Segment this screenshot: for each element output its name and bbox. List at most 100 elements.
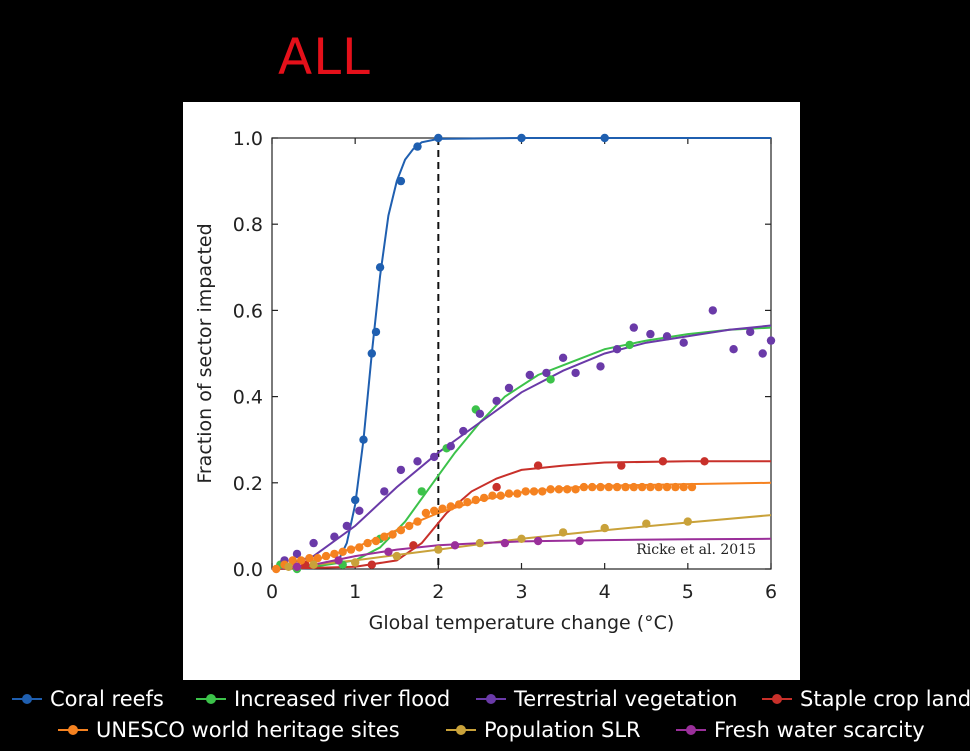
legend-marker [476,692,506,706]
point-unesco-world-heritage-sites [396,526,406,535]
point-terrestrial-vegetation [330,532,339,541]
point-increased-river-flood [417,487,426,496]
point-increased-river-flood [546,375,555,384]
legend-label: UNESCO world heritage sites [96,718,400,742]
legend-item-unesco-world-heritage-sites: UNESCO world heritage sites [58,715,400,745]
point-unesco-world-heritage-sites [637,482,647,492]
point-terrestrial-vegetation [758,349,767,358]
point-unesco-world-heritage-sites [296,556,306,565]
point-unesco-world-heritage-sites [388,530,397,539]
point-unesco-world-heritage-sites [430,506,439,515]
point-coral-reefs [351,495,360,505]
y-tick-label: 0.6 [233,300,263,322]
point-terrestrial-vegetation [446,442,455,451]
point-fresh-water-scarcity [292,562,302,571]
point-terrestrial-vegetation [542,368,551,378]
point-unesco-world-heritage-sites [413,517,422,526]
point-unesco-world-heritage-sites [496,491,505,500]
point-unesco-world-heritage-sites [646,482,655,492]
point-unesco-world-heritage-sites [346,545,356,554]
point-population-slr [284,562,293,571]
legend-item-fresh-water-scarcity: Fresh water scarcity [676,715,925,745]
point-terrestrial-vegetation [504,383,514,393]
legend-label: Staple crop land [800,687,970,711]
point-staple-crop-land [367,560,376,569]
point-unesco-world-heritage-sites [596,482,605,492]
legend-label: Terrestrial vegetation [514,687,738,711]
point-fresh-water-scarcity [450,541,460,550]
y-tick-label: 0.0 [233,559,263,581]
point-fresh-water-scarcity [334,556,343,565]
citation-annotation: Ricke et al. 2015 [636,542,756,558]
point-coral-reefs [371,327,381,337]
point-unesco-world-heritage-sites [521,487,530,496]
point-unesco-world-heritage-sites [321,551,331,561]
point-unesco-world-heritage-sites [313,554,322,563]
point-population-slr [642,519,651,528]
point-terrestrial-vegetation [558,353,568,362]
point-terrestrial-vegetation [729,345,738,354]
x-tick-label: 5 [682,581,694,603]
point-unesco-world-heritage-sites [671,482,680,492]
legend-marker [196,692,226,706]
point-staple-crop-land [617,461,626,470]
legend-marker [58,723,88,737]
point-population-slr [600,523,609,533]
point-fresh-water-scarcity [384,547,393,556]
curve-coral-reefs [271,137,771,570]
y-tick-label: 0.8 [233,214,263,236]
point-unesco-world-heritage-sites [371,536,381,546]
point-terrestrial-vegetation [629,323,638,332]
point-unesco-world-heritage-sites [654,482,663,492]
point-fresh-water-scarcity [575,536,584,546]
point-unesco-world-heritage-sites [330,549,339,559]
point-terrestrial-vegetation [708,306,717,315]
point-terrestrial-vegetation [571,368,580,378]
point-unesco-world-heritage-sites [662,482,672,492]
point-terrestrial-vegetation [766,336,776,345]
point-terrestrial-vegetation [342,521,351,531]
point-terrestrial-vegetation [746,327,755,337]
point-unesco-world-heritage-sites [529,487,539,496]
point-staple-crop-land [492,482,501,492]
point-staple-crop-land [700,457,709,466]
point-terrestrial-vegetation [492,396,501,406]
page-heading: ALL [278,28,371,86]
point-unesco-world-heritage-sites [604,482,613,492]
point-terrestrial-vegetation [292,549,302,559]
point-unesco-world-heritage-sites [438,504,447,513]
legend-label: Fresh water scarcity [714,718,925,742]
curve-terrestrial-vegetation [271,324,772,570]
point-population-slr [683,517,692,526]
y-tick-label: 0.4 [233,387,263,409]
legend-item-population-slr: Population SLR [446,715,641,745]
point-unesco-world-heritage-sites [504,489,514,498]
y-tick-label: 0.2 [233,473,263,495]
point-unesco-world-heritage-sites [338,547,347,556]
point-terrestrial-vegetation [596,362,605,371]
x-tick-label: 2 [432,581,444,603]
x-tick-label: 3 [515,581,527,603]
point-unesco-world-heritage-sites [513,489,522,498]
point-population-slr [351,558,360,567]
legend-item-terrestrial-vegetation: Terrestrial vegetation [476,684,737,714]
legend-label: Population SLR [484,718,641,742]
point-unesco-world-heritage-sites [463,498,472,507]
point-unesco-world-heritage-sites [405,521,414,531]
point-terrestrial-vegetation [430,452,439,462]
point-fresh-water-scarcity [533,536,543,546]
point-unesco-world-heritage-sites [288,556,297,565]
point-unesco-world-heritage-sites [554,485,564,494]
point-unesco-world-heritage-sites [363,538,372,548]
x-tick-label: 6 [765,581,777,603]
point-unesco-world-heritage-sites [446,502,455,511]
point-unesco-world-heritage-sites [471,495,480,505]
chart: 0 1 2 3 4 5 6 0.0 0.2 0.4 0.6 0.8 1.0 Global temperat… [194,128,777,634]
point-unesco-world-heritage-sites [421,508,431,518]
point-unesco-world-heritage-sites [679,482,688,492]
point-terrestrial-vegetation [459,426,468,436]
point-unesco-world-heritage-sites [454,500,464,509]
y-axis-label: Fraction of sector impacted [194,223,216,483]
legend-item-staple-crop-land: Staple crop land [762,684,970,714]
point-unesco-world-heritage-sites [687,482,697,492]
